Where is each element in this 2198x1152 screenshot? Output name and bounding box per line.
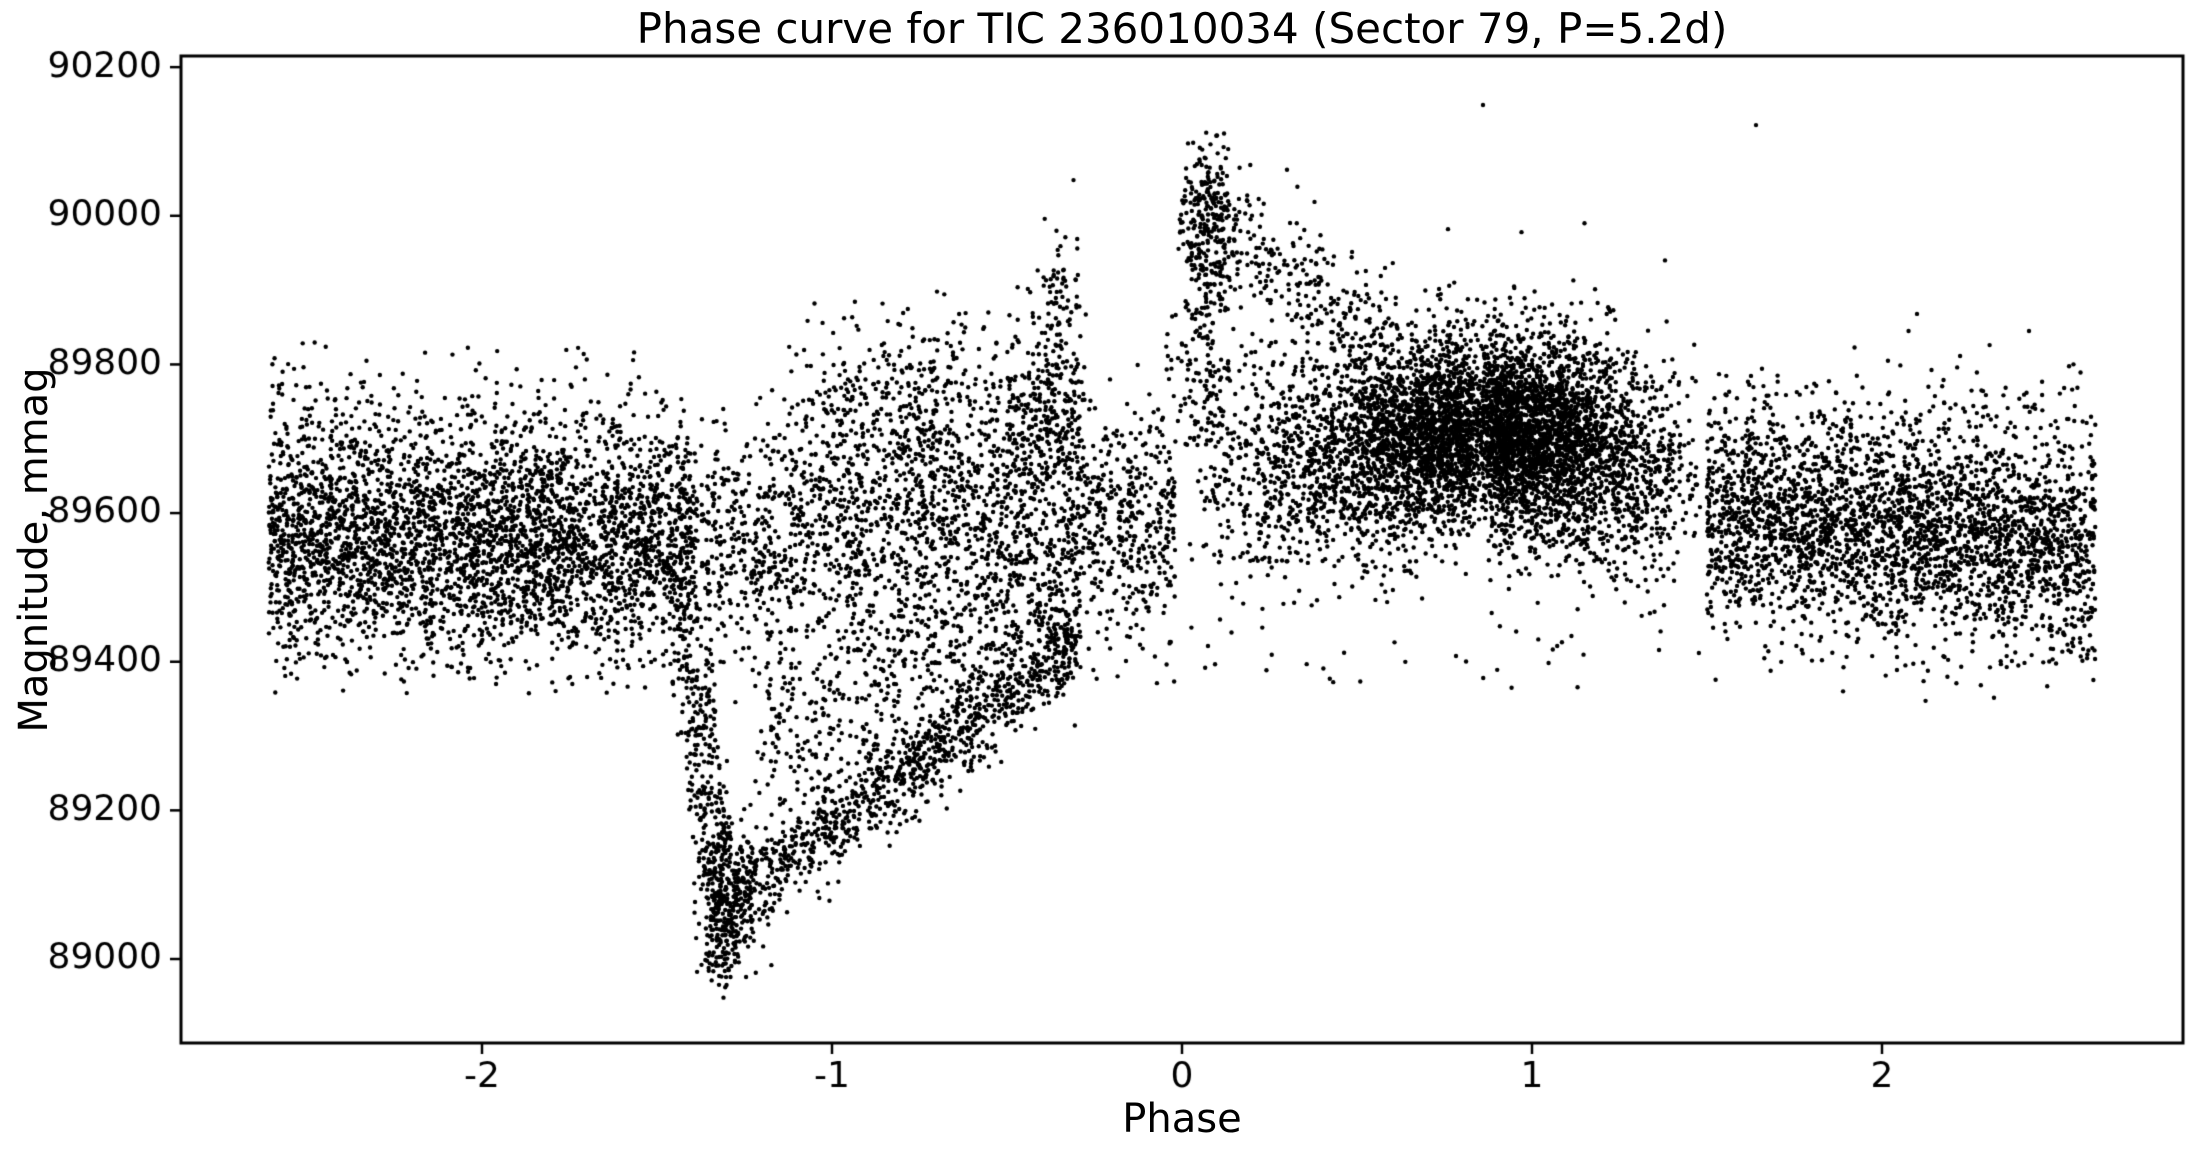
x-axis-label: Phase <box>1122 1096 1242 1142</box>
chart-title: Phase curve for TIC 236010034 (Sector 79… <box>636 4 1728 53</box>
y-axis-label: Magnitude, mmag <box>11 367 57 733</box>
